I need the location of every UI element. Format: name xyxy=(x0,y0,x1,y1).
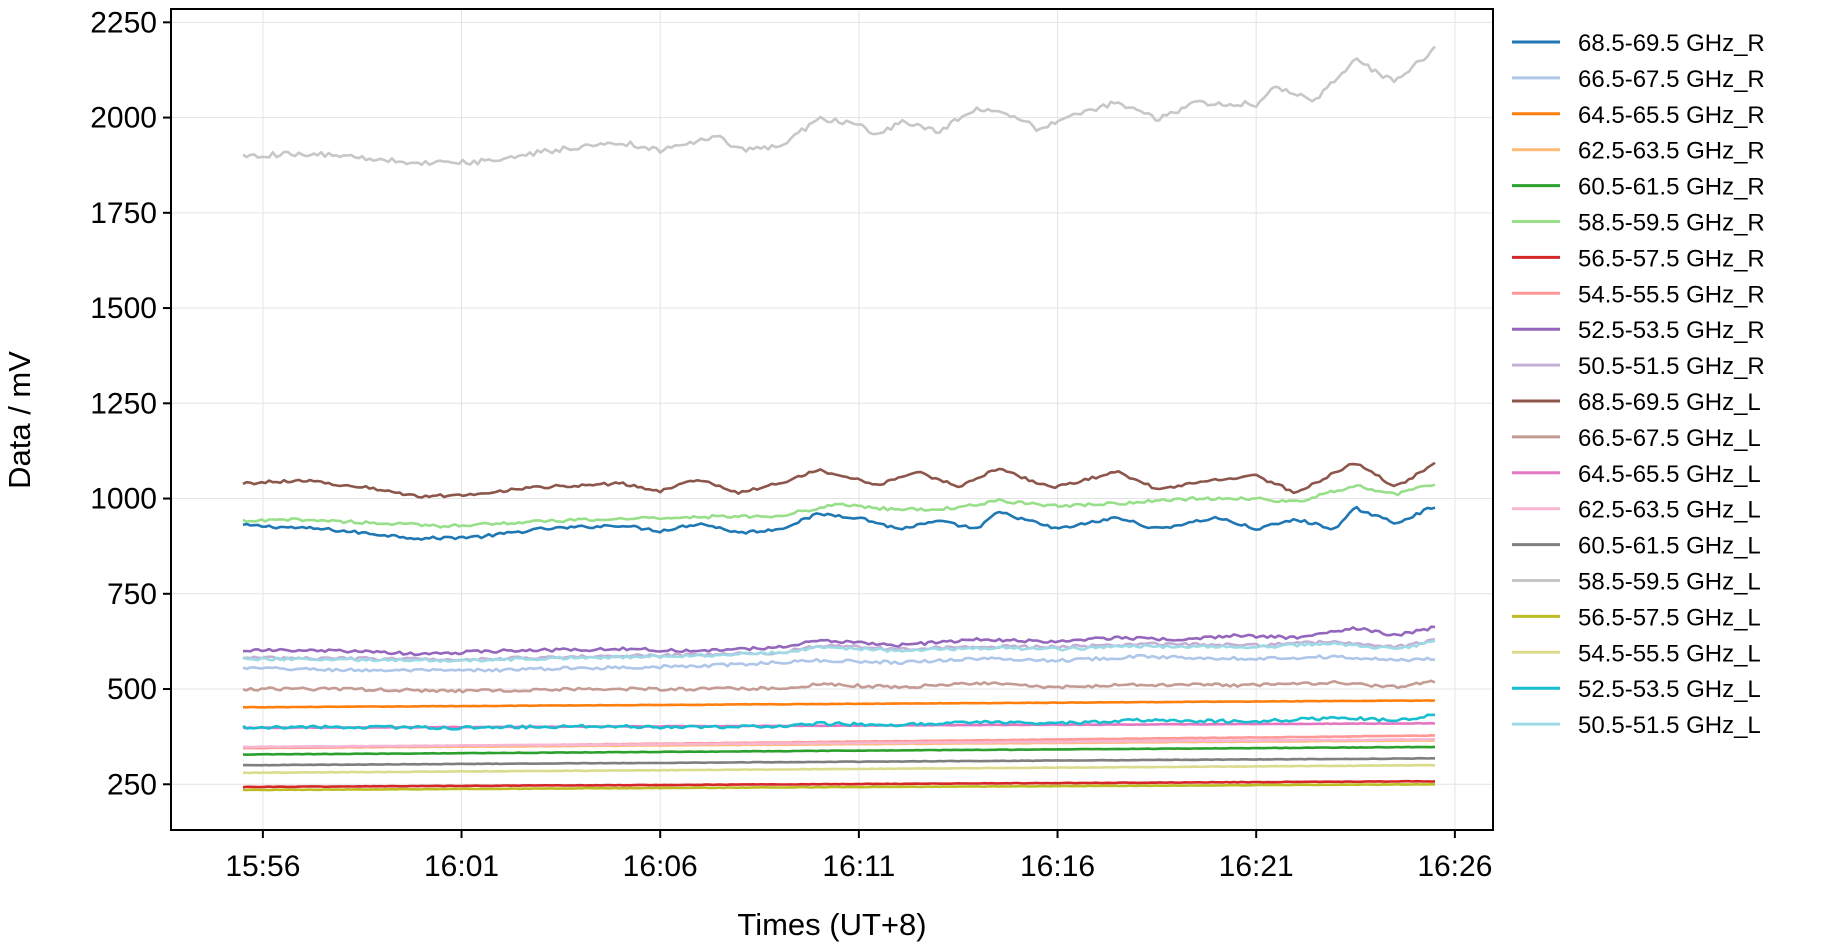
legend-item: 66.5-67.5 GHz_R xyxy=(1512,66,1765,93)
legend-label: 56.5-57.5 GHz_L xyxy=(1578,604,1761,631)
x-tick-label: 16:11 xyxy=(822,850,895,883)
legend-label: 58.5-59.5 GHz_L xyxy=(1578,569,1761,596)
series-line xyxy=(242,782,1436,792)
legend-label: 52.5-53.5 GHz_L xyxy=(1578,676,1761,703)
legend-item: 56.5-57.5 GHz_R xyxy=(1512,245,1765,272)
y-tick-label: 500 xyxy=(107,673,157,706)
legend-label: 52.5-53.5 GHz_R xyxy=(1578,317,1765,344)
legend-item: 68.5-69.5 GHz_L xyxy=(1512,389,1761,416)
series-line xyxy=(242,483,1436,529)
legend: 68.5-69.5 GHz_R 66.5-67.5 GHz_R 64.5-65.5 … xyxy=(1512,30,1765,739)
y-axis: 250 500 750 1000 1250 1500 1750 2000 2250 xyxy=(90,6,171,801)
legend-label: 68.5-69.5 GHz_R xyxy=(1578,30,1765,57)
series-line xyxy=(242,505,1436,541)
legend-item: 54.5-55.5 GHz_L xyxy=(1512,640,1761,667)
series-line xyxy=(242,639,1436,663)
y-tick-label: 1250 xyxy=(90,387,157,420)
y-tick-label: 1500 xyxy=(90,292,157,325)
series-line xyxy=(242,745,1436,756)
legend-label: 64.5-65.5 GHz_R xyxy=(1578,102,1765,129)
legend-item: 58.5-59.5 GHz_R xyxy=(1512,210,1765,237)
legend-item: 50.5-51.5 GHz_R xyxy=(1512,353,1765,380)
series-lines xyxy=(242,45,1436,792)
legend-item: 66.5-67.5 GHz_L xyxy=(1512,425,1761,452)
legend-label: 62.5-63.5 GHz_R xyxy=(1578,138,1765,165)
legend-item: 60.5-61.5 GHz_R xyxy=(1512,174,1765,201)
legend-label: 66.5-67.5 GHz_L xyxy=(1578,425,1761,452)
series-line xyxy=(242,679,1436,694)
legend-item: 64.5-65.5 GHz_R xyxy=(1512,102,1765,129)
legend-item: 50.5-51.5 GHz_L xyxy=(1512,712,1761,739)
legend-label: 62.5-63.5 GHz_L xyxy=(1578,497,1761,524)
y-tick-label: 2000 xyxy=(90,102,157,135)
legend-item: 56.5-57.5 GHz_L xyxy=(1512,604,1761,631)
series-line xyxy=(242,737,1436,749)
series-line xyxy=(243,763,1436,775)
legend-item: 52.5-53.5 GHz_R xyxy=(1512,317,1765,344)
legend-item: 62.5-63.5 GHz_L xyxy=(1512,497,1761,524)
series-line xyxy=(242,45,1436,166)
legend-label: 60.5-61.5 GHz_L xyxy=(1578,533,1761,560)
series-line xyxy=(242,653,1436,673)
legend-label: 66.5-67.5 GHz_R xyxy=(1578,66,1765,93)
legend-item: 54.5-55.5 GHz_R xyxy=(1512,281,1765,308)
x-axis-title: Times (UT+8) xyxy=(737,907,926,942)
legend-label: 58.5-59.5 GHz_R xyxy=(1578,210,1765,237)
y-tick-label: 1000 xyxy=(90,483,157,516)
legend-item: 58.5-59.5 GHz_L xyxy=(1512,569,1761,596)
y-tick-label: 2250 xyxy=(90,6,157,39)
plot-frame xyxy=(170,8,1494,831)
series-line xyxy=(242,756,1435,767)
y-tick-label: 1750 xyxy=(90,197,157,230)
grid xyxy=(171,9,1493,830)
legend-item: 60.5-61.5 GHz_L xyxy=(1512,533,1761,560)
series-line xyxy=(242,625,1436,657)
legend-label: 64.5-65.5 GHz_L xyxy=(1578,461,1761,488)
series-line xyxy=(242,699,1436,709)
legend-label: 68.5-69.5 GHz_L xyxy=(1578,389,1761,416)
legend-item: 52.5-53.5 GHz_L xyxy=(1512,676,1761,703)
legend-label: 60.5-61.5 GHz_R xyxy=(1578,174,1765,201)
x-tick-label: 15:56 xyxy=(225,850,300,883)
legend-label: 50.5-51.5 GHz_L xyxy=(1578,712,1761,739)
y-tick-label: 250 xyxy=(107,768,157,801)
x-tick-label: 16:26 xyxy=(1417,850,1492,883)
legend-label: 54.5-55.5 GHz_L xyxy=(1578,640,1761,667)
series-line xyxy=(242,779,1436,789)
x-tick-label: 16:06 xyxy=(623,850,698,883)
legend-item: 62.5-63.5 GHz_R xyxy=(1512,138,1765,165)
legend-item: 64.5-65.5 GHz_L xyxy=(1512,461,1761,488)
series-line xyxy=(242,461,1436,499)
x-tick-label: 16:21 xyxy=(1219,850,1294,883)
legend-label: 50.5-51.5 GHz_R xyxy=(1578,353,1765,380)
legend-item: 68.5-69.5 GHz_R xyxy=(1512,30,1765,57)
x-tick-label: 16:16 xyxy=(1020,850,1095,883)
series-line xyxy=(242,713,1436,731)
legend-label: 54.5-55.5 GHz_R xyxy=(1578,281,1765,308)
x-axis: 15:56 16:01 16:06 16:11 16:16 16:21 16:26 xyxy=(225,830,1492,883)
y-tick-label: 750 xyxy=(107,578,157,611)
x-tick-label: 16:01 xyxy=(424,850,499,883)
legend-label: 56.5-57.5 GHz_R xyxy=(1578,245,1765,272)
y-axis-title: Data / mV xyxy=(2,351,37,489)
